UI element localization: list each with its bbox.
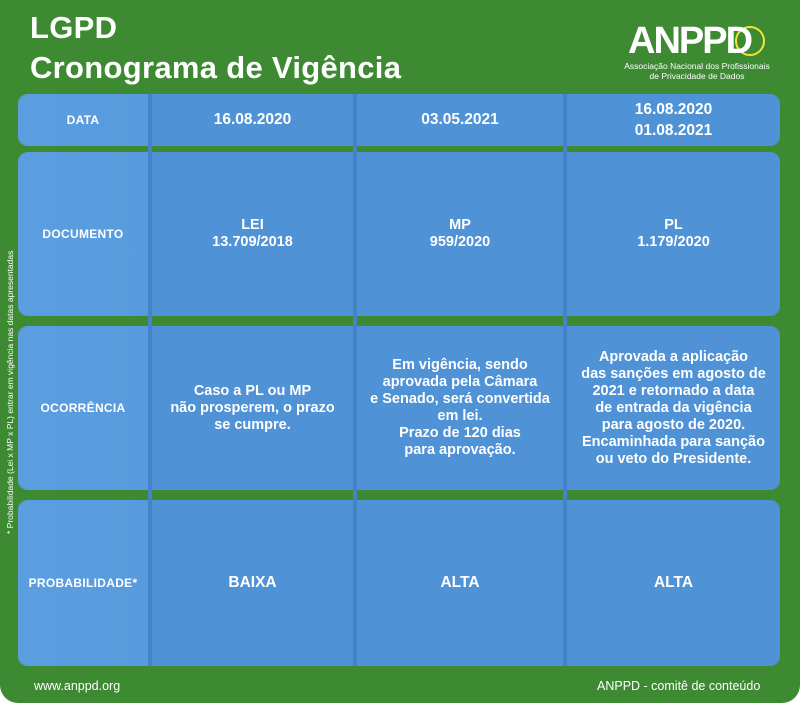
probability-footnote: * Probabilidade (Lei x MP x PL) entrar e…	[5, 250, 15, 534]
anppd-logo: ANPPD Associação Nacional dos Profission…	[622, 20, 772, 82]
document-lei: LEI 13.709/2018	[212, 217, 293, 250]
row-label-ocorrencia: OCORRÊNCIA	[40, 401, 126, 415]
row-probabilidade-bg	[18, 500, 780, 666]
footer-website: www.anppd.org	[34, 679, 121, 693]
probability-lei: BAIXA	[228, 574, 277, 591]
document-pl: PL 1.179/2020	[637, 217, 710, 250]
logo-subtitle: Associação Nacional dos Profissionais de…	[622, 61, 772, 81]
row-label-probabilidade: PROBABILIDADE*	[28, 576, 138, 590]
column-divider	[148, 94, 152, 666]
row-ocorrencia-bg	[18, 326, 780, 490]
column-divider	[563, 94, 567, 666]
occurrence-mp: Em vigência, sendo aprovada pela Câmara …	[370, 357, 550, 458]
document-mp: MP 959/2020	[429, 217, 491, 250]
probability-mp: ALTA	[440, 574, 480, 591]
schedule-table: DATA 16.08.2020 03.05.2021 16.08.2020 01…	[18, 94, 780, 666]
column-divider	[353, 94, 357, 666]
footer-credit: ANPPD - comitê de conteúdo	[597, 679, 761, 693]
date-mp: 03.05.2021	[421, 111, 499, 128]
title-lgpd: LGPD	[30, 10, 118, 45]
probability-pl: ALTA	[653, 574, 694, 591]
row-label-documento: DOCUMENTO	[42, 227, 124, 241]
logo-subtitle-line2: de Privacidade de Dados	[649, 71, 745, 81]
logo-circle-mark	[735, 26, 765, 56]
row-data-bg	[18, 94, 780, 146]
logo-wordmark: ANPPD	[628, 20, 753, 62]
date-pl: 16.08.2020 01.08.2021	[634, 101, 713, 139]
title-schedule: Cronograma de Vigência	[30, 50, 402, 85]
row-label-data: DATA	[66, 113, 100, 127]
logo-subtitle-line1: Associação Nacional dos Profissionais	[624, 61, 770, 71]
occurrence-pl: Aprovada a aplicação das sanções em agos…	[581, 348, 766, 467]
date-lei: 16.08.2020	[213, 111, 292, 128]
occurrence-lei: Caso a PL ou MP não prosperem, o prazo s…	[170, 382, 335, 433]
row-documento-bg	[18, 152, 780, 316]
